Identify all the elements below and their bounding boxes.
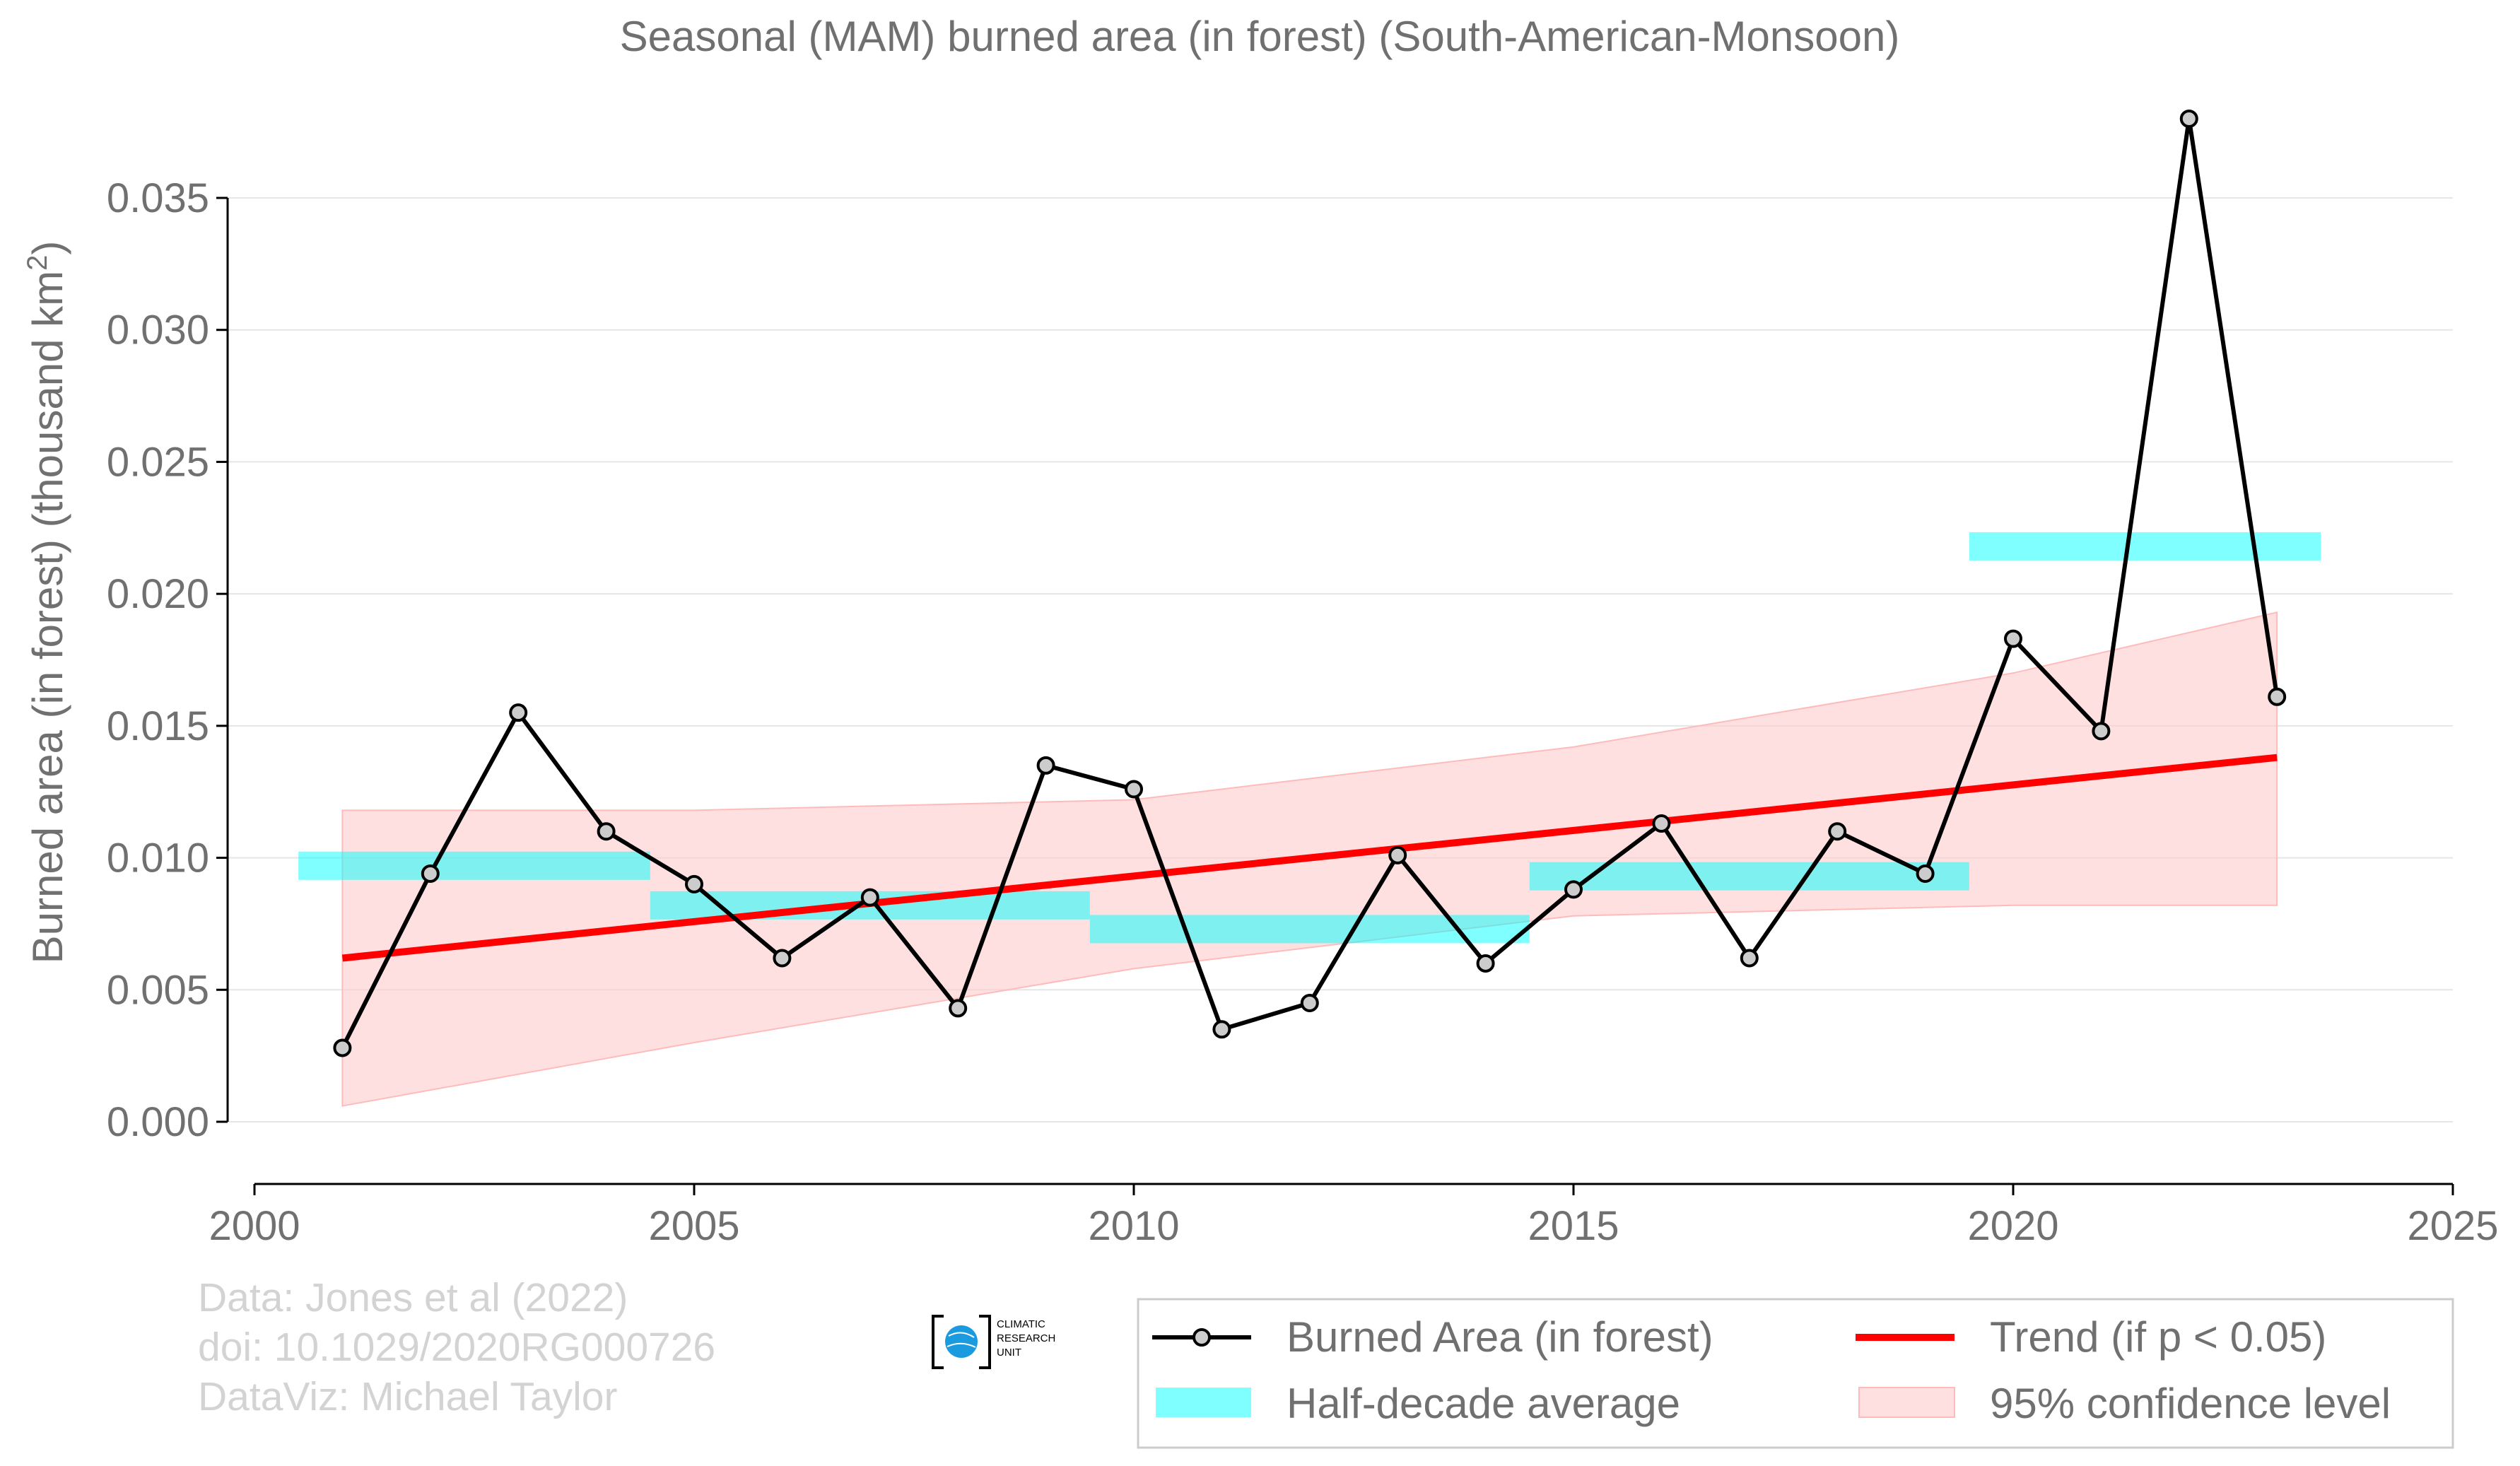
legend-trend-label: Trend (if p < 0.05): [1990, 1313, 2326, 1361]
x-tick-label: 2000: [209, 1203, 300, 1249]
y-tick-label: 0.000: [107, 1099, 209, 1145]
data-point: [1125, 780, 1143, 799]
globe-icon: [945, 1325, 978, 1358]
data-point: [509, 703, 528, 722]
x-tick-label: 2025: [2407, 1203, 2498, 1249]
data-point: [1828, 822, 1847, 841]
cru-logo: CLIMATIC RESEARCH UNIT: [932, 1315, 1055, 1369]
x-axis-ticks: 2000 2005 2010 2015 2020 2025: [209, 1184, 2499, 1249]
data-point: [1652, 814, 1671, 833]
x-tick-label: 2005: [648, 1203, 739, 1249]
x-tick-label: 2015: [1528, 1203, 1619, 1249]
svg-text:CLIMATIC: CLIMATIC: [997, 1318, 1045, 1330]
data-point: [773, 949, 792, 968]
data-point: [1300, 993, 1319, 1012]
data-point: [1388, 845, 1407, 864]
legend-frame: [1137, 1298, 2454, 1449]
x-tick-label: 2020: [1967, 1203, 2058, 1249]
data-point: [2092, 722, 2111, 741]
half-decade-bar: [1529, 862, 1969, 891]
data-point: [1212, 1020, 1231, 1039]
chart-title: Seasonal (MAM) burned area (in forest) (…: [620, 13, 1900, 60]
data-point: [949, 999, 968, 1018]
credit-data: Data: Jones et al (2022): [198, 1275, 628, 1320]
data-point: [2004, 629, 2022, 648]
data-point: [685, 874, 703, 893]
svg-text:UNIT: UNIT: [997, 1347, 1021, 1359]
data-point: [1740, 949, 1759, 968]
data-point: [333, 1038, 352, 1057]
data-point: [860, 888, 879, 907]
half-decade-bar: [1969, 532, 2321, 561]
data-point: [1476, 954, 1495, 973]
y-tick-label: 0.030: [107, 307, 209, 353]
data-point: [2268, 687, 2287, 706]
legend-burned-marker: [1192, 1328, 1211, 1347]
half-decade-bars: [298, 532, 2321, 944]
y-axis-label: Burned area (in forest) (thousand km2): [22, 241, 71, 964]
legend-halfdecade-swatch: [1156, 1388, 1251, 1417]
legend-burned-label: Burned Area (in forest): [1287, 1313, 1713, 1361]
y-tick-label: 0.015: [107, 703, 209, 749]
legend-halfdecade-label: Half-decade average: [1287, 1380, 1680, 1427]
half-decade-bar: [298, 851, 650, 880]
legend-confidence-label: 95% confidence level: [1990, 1380, 2391, 1427]
y-tick-label: 0.005: [107, 967, 209, 1013]
y-tick-label: 0.025: [107, 439, 209, 485]
svg-text:RESEARCH: RESEARCH: [997, 1332, 1055, 1344]
credit-doi: doi: 10.1029/2020RG000726: [198, 1325, 715, 1370]
data-point: [2179, 109, 2198, 128]
data-point: [1564, 880, 1583, 899]
credit-dataviz: DataViz: Michael Taylor: [198, 1374, 618, 1419]
y-axis-ticks: 0.000 0.005 0.010 0.015 0.020 0.025 0.030 0.035: [107, 175, 228, 1145]
y-tick-label: 0.010: [107, 835, 209, 881]
data-point: [421, 864, 440, 883]
y-tick-label: 0.035: [107, 175, 209, 221]
y-tick-label: 0.020: [107, 571, 209, 617]
legend-confidence-swatch: [1858, 1387, 1955, 1418]
data-point: [1036, 756, 1055, 775]
legend: Burned Area (in forest) Trend (if p < 0.…: [1137, 1298, 2454, 1449]
data-point: [597, 822, 616, 841]
x-tick-label: 2010: [1088, 1203, 1179, 1249]
data-point: [1916, 864, 1935, 883]
burned-area-markers: [333, 109, 2287, 1057]
